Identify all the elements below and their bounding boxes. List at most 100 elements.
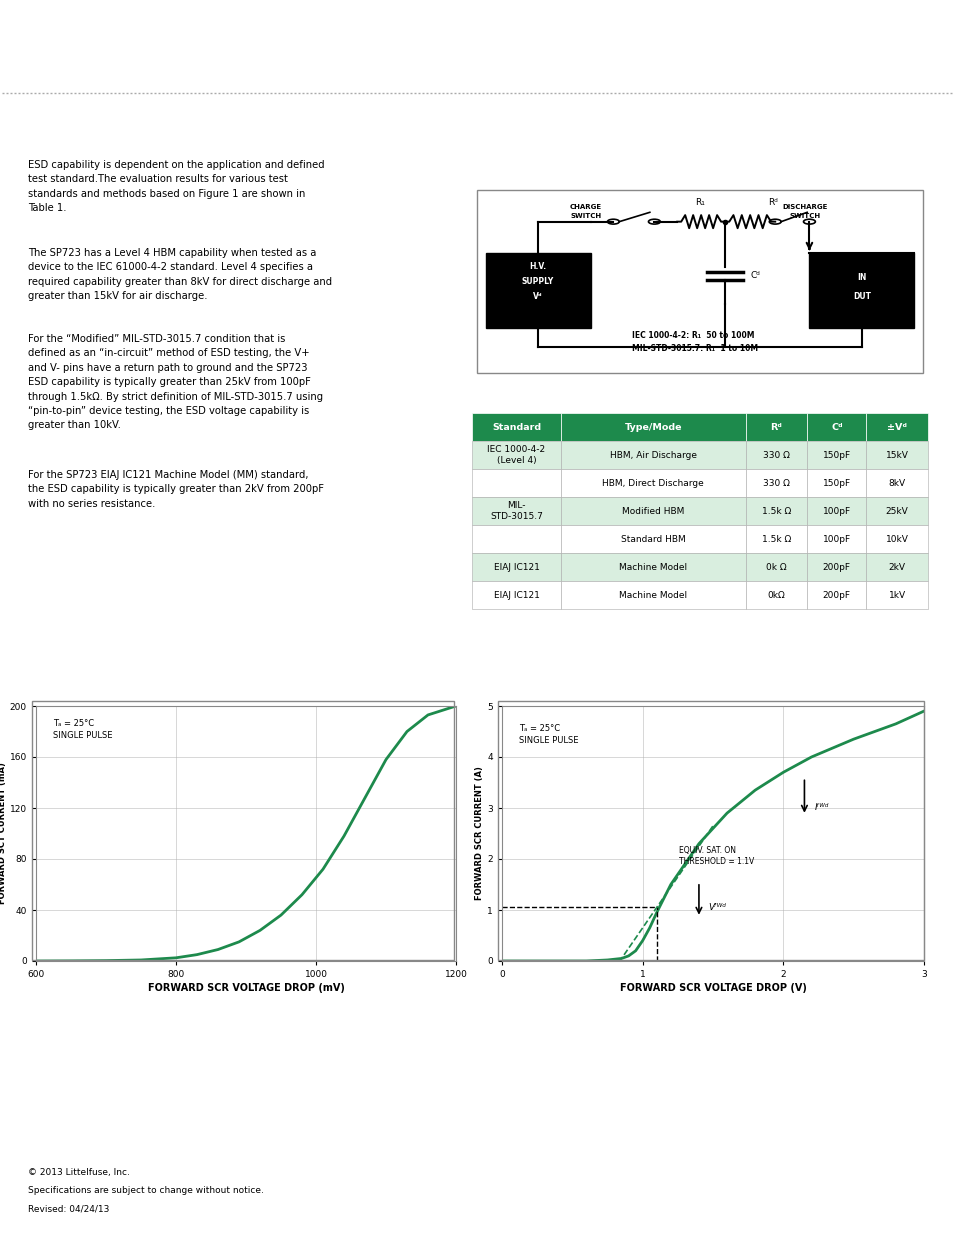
Text: 1kV: 1kV	[888, 590, 904, 599]
Bar	[472, 441, 560, 469]
Text: SWITCH: SWITCH	[788, 214, 820, 219]
Bar	[472, 525, 560, 553]
Text: 8kV: 8kV	[888, 478, 904, 488]
Bar	[472, 553, 560, 580]
Bar	[745, 525, 806, 553]
Text: Machine Model: Machine Model	[618, 562, 686, 572]
Text: H.V.: H.V.	[529, 262, 546, 270]
Bar	[472, 580, 560, 609]
Text: 330 Ω: 330 Ω	[762, 478, 789, 488]
Text: Littelfuse: Littelfuse	[859, 22, 953, 40]
Text: Revised: 04/24/13: Revised: 04/24/13	[28, 1204, 110, 1213]
Text: 10kV: 10kV	[884, 535, 907, 543]
Text: HBM, Direct Discharge: HBM, Direct Discharge	[601, 478, 703, 488]
Bar	[472, 496, 560, 525]
Text: Standard HBM: Standard HBM	[620, 535, 685, 543]
Bar	[806, 412, 865, 441]
Text: Type/Mode: Type/Mode	[624, 422, 681, 431]
Text: Specifications are subject to change without notice.: Specifications are subject to change wit…	[28, 1186, 264, 1195]
Text: MIL-STD-3015.7: R₁  1 to 10M: MIL-STD-3015.7: R₁ 1 to 10M	[631, 345, 757, 353]
X-axis label: FORWARD SCR VOLTAGE DROP (mV): FORWARD SCR VOLTAGE DROP (mV)	[148, 983, 344, 993]
Bar	[560, 496, 745, 525]
Bar	[806, 525, 865, 553]
Text: DUT: DUT	[852, 291, 870, 301]
Text: SWITCH: SWITCH	[570, 214, 601, 219]
Text: Expertise Applied  |  Answers Delivered: Expertise Applied | Answers Delivered	[854, 47, 953, 54]
Bar	[865, 496, 927, 525]
Text: Tₐ = 25°C
SINGLE PULSE: Tₐ = 25°C SINGLE PULSE	[52, 719, 112, 740]
Text: IEC 1000-4-2: R₁  50 to 100M: IEC 1000-4-2: R₁ 50 to 100M	[631, 331, 753, 340]
Bar	[865, 525, 927, 553]
Text: 0kΩ: 0kΩ	[767, 590, 784, 599]
Text: Vᵈ: Vᵈ	[533, 291, 542, 301]
Bar	[806, 496, 865, 525]
Bar	[472, 412, 560, 441]
Text: Table 1: ESD Test Conditions: Table 1: ESD Test Conditions	[480, 393, 659, 403]
Bar	[560, 580, 745, 609]
Text: Figure 2: Low Current SCR Forward Voltage Drop Curve: Figure 2: Low Current SCR Forward Voltag…	[36, 678, 362, 688]
Bar	[865, 553, 927, 580]
Bar	[811, 11, 849, 53]
Text: 2kV: 2kV	[888, 562, 904, 572]
Text: Standard: Standard	[492, 422, 540, 431]
Bar	[560, 412, 745, 441]
Text: IEC 1000-4-2
(Level 4): IEC 1000-4-2 (Level 4)	[487, 445, 545, 466]
Text: 200pF: 200pF	[821, 562, 850, 572]
Text: Figure 3:  High Current SCR Forward Voltage Drop Curve: Figure 3: High Current SCR Forward Volta…	[502, 678, 835, 688]
Text: EQUIV. SAT. ON
THRESHOLD = 1.1V: EQUIV. SAT. ON THRESHOLD = 1.1V	[679, 846, 754, 867]
Text: Rᵈ: Rᵈ	[770, 422, 781, 431]
Bar	[865, 412, 927, 441]
Y-axis label: FORWARD SCR CURRENT (A): FORWARD SCR CURRENT (A)	[475, 767, 484, 900]
Bar	[745, 553, 806, 580]
Bar	[560, 525, 745, 553]
Bar	[476, 190, 923, 373]
Bar	[560, 553, 745, 580]
Text: IN: IN	[857, 273, 865, 283]
Bar	[865, 441, 927, 469]
Bar	[485, 253, 590, 329]
Text: (SPA® Diodes): (SPA® Diodes)	[198, 23, 316, 38]
Text: For the SP723 EIAJ IC121 Machine Model (MM) standard,
the ESD capability is typi: For the SP723 EIAJ IC121 Machine Model (…	[28, 471, 324, 509]
Bar	[745, 469, 806, 496]
Text: EIAJ IC121: EIAJ IC121	[493, 562, 538, 572]
X-axis label: FORWARD SCR VOLTAGE DROP (V): FORWARD SCR VOLTAGE DROP (V)	[618, 983, 805, 993]
Text: Figure 1:  Electrostatic Discharge Test: Figure 1: Electrostatic Discharge Test	[480, 168, 719, 178]
Bar	[865, 469, 927, 496]
Text: TVS Diode Arrays: TVS Diode Arrays	[50, 23, 253, 43]
Text: 1.5k Ω: 1.5k Ω	[760, 535, 790, 543]
Text: For the “Modified” MIL-STD-3015.7 condition that is
defined as an “in-circuit” m: For the “Modified” MIL-STD-3015.7 condit…	[28, 333, 323, 431]
Text: © 2013 Littelfuse, Inc.: © 2013 Littelfuse, Inc.	[28, 1168, 130, 1177]
Bar	[806, 580, 865, 609]
Text: Rᵈ: Rᵈ	[767, 199, 777, 207]
Text: ±Vᵈ: ±Vᵈ	[886, 422, 906, 431]
Bar	[560, 441, 745, 469]
Bar	[808, 253, 913, 329]
Text: 150pF: 150pF	[821, 451, 850, 459]
Bar	[560, 469, 745, 496]
Text: 15kV: 15kV	[884, 451, 907, 459]
Text: DISCHARGE: DISCHARGE	[781, 204, 826, 210]
Text: Cᵈ: Cᵈ	[749, 272, 760, 280]
Polygon shape	[820, 17, 840, 44]
Text: EIAJ IC121: EIAJ IC121	[493, 590, 538, 599]
Text: HBM, Air Discharge: HBM, Air Discharge	[609, 451, 696, 459]
Text: SUPPLY: SUPPLY	[521, 277, 554, 287]
Bar	[806, 553, 865, 580]
Text: Cᵈ: Cᵈ	[830, 422, 841, 431]
Text: Vᶠᵂᵈ: Vᶠᵂᵈ	[708, 903, 726, 911]
Bar	[745, 580, 806, 609]
Text: MIL-
STD-3015.7: MIL- STD-3015.7	[490, 501, 542, 521]
Text: General Purpose ESD Protection - SP723 Series: General Purpose ESD Protection - SP723 S…	[50, 53, 363, 65]
Text: 0k Ω: 0k Ω	[765, 562, 786, 572]
Bar	[745, 496, 806, 525]
Text: 100pF: 100pF	[821, 535, 850, 543]
Bar	[865, 580, 927, 609]
Text: CHARGE: CHARGE	[569, 204, 601, 210]
Text: 150pF: 150pF	[821, 478, 850, 488]
Text: 100pF: 100pF	[821, 506, 850, 515]
Text: Machine Model: Machine Model	[618, 590, 686, 599]
Bar	[745, 441, 806, 469]
Text: 330 Ω: 330 Ω	[762, 451, 789, 459]
Y-axis label: FORWARD SCT CURRENT (mA): FORWARD SCT CURRENT (mA)	[0, 762, 7, 904]
Text: ESD Capability: ESD Capability	[39, 131, 141, 144]
